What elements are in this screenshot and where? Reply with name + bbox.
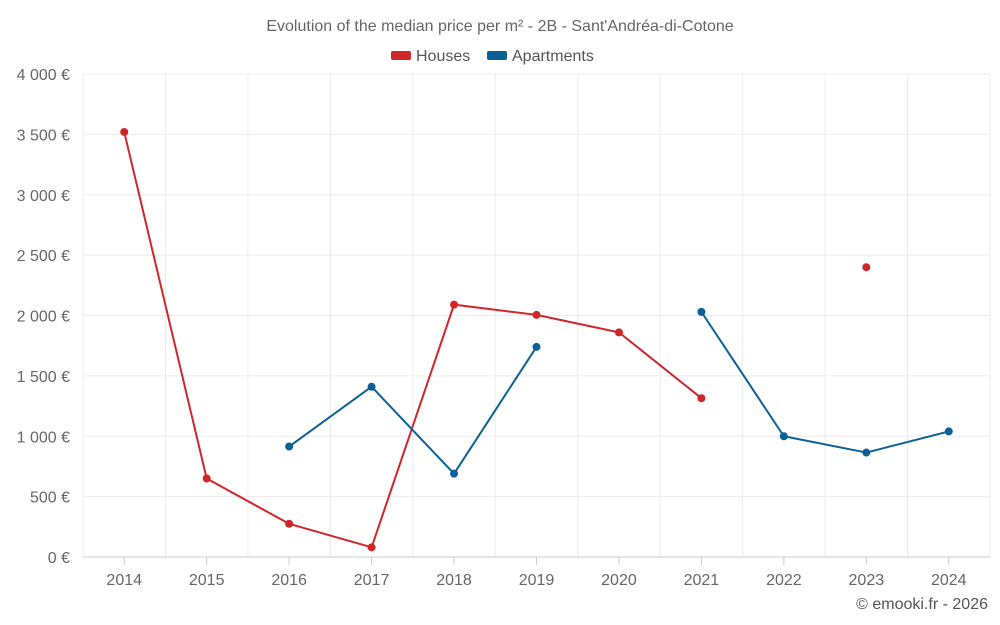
data-point-apartments[interactable] xyxy=(532,342,541,351)
x-tick-label: 2018 xyxy=(436,572,472,589)
data-point-apartments[interactable] xyxy=(367,382,376,391)
x-tick-label: 2022 xyxy=(766,572,802,589)
y-tick-label: 0 € xyxy=(48,550,70,567)
x-tick-label: 2019 xyxy=(519,572,555,589)
y-tick-label: 1 500 € xyxy=(17,369,70,386)
y-tick-label: 3 000 € xyxy=(17,188,70,205)
legend-swatch-houses xyxy=(391,51,411,60)
legend-label-apartments: Apartments xyxy=(512,48,594,65)
x-tick-label: 2024 xyxy=(931,572,967,589)
data-point-apartments[interactable] xyxy=(285,442,294,451)
series-line-houses xyxy=(123,131,703,549)
y-axis: 0 € 500 € 1 000 € 1 500 € 2 000 € 2 500 € 3 00… xyxy=(17,67,70,567)
series-apartments xyxy=(285,307,953,478)
series-houses xyxy=(120,127,871,552)
legend: Houses Apartments xyxy=(391,48,594,65)
data-point-houses[interactable] xyxy=(862,263,871,272)
x-tick-label: 2020 xyxy=(601,572,637,589)
x-axis: 2014 2015 2016 2017 2018 2019 2020 2021 2022 2023… xyxy=(83,556,990,589)
y-tick-label: 4 000 € xyxy=(17,67,70,84)
data-point-houses[interactable] xyxy=(285,519,294,528)
data-point-apartments[interactable] xyxy=(944,427,953,436)
chart-title: Evolution of the median price per m² - 2… xyxy=(266,18,733,35)
data-point-apartments[interactable] xyxy=(450,469,459,478)
legend-swatch-apartments xyxy=(487,51,507,60)
x-tick-label: 2014 xyxy=(106,572,142,589)
legend-item-apartments[interactable]: Apartments xyxy=(487,48,594,65)
x-tick-label: 2021 xyxy=(684,572,720,589)
data-point-houses[interactable] xyxy=(697,394,706,403)
data-point-houses[interactable] xyxy=(450,300,459,309)
y-tick-label: 2 000 € xyxy=(17,309,70,326)
legend-item-houses[interactable]: Houses xyxy=(391,48,470,65)
data-point-houses[interactable] xyxy=(614,328,623,337)
data-point-apartments[interactable] xyxy=(697,307,706,316)
x-tick-label: 2016 xyxy=(271,572,307,589)
legend-label-houses: Houses xyxy=(416,48,470,65)
y-tick-label: 3 500 € xyxy=(17,127,70,144)
data-point-houses[interactable] xyxy=(367,543,376,552)
grid xyxy=(82,73,991,557)
x-tick-label: 2017 xyxy=(354,572,390,589)
data-point-houses[interactable] xyxy=(202,474,211,483)
y-tick-label: 500 € xyxy=(30,490,70,507)
data-point-apartments[interactable] xyxy=(779,432,788,441)
series-line-apartments xyxy=(288,346,538,475)
series-line-apartments xyxy=(700,311,950,454)
y-tick-label: 2 500 € xyxy=(17,248,70,265)
series-layer xyxy=(120,127,953,552)
y-tick-label: 1 000 € xyxy=(17,429,70,446)
x-tick-label: 2015 xyxy=(189,572,225,589)
x-tick-label: 2023 xyxy=(849,572,885,589)
data-point-houses[interactable] xyxy=(532,310,541,319)
credit: © emooki.fr - 2026 xyxy=(856,596,988,613)
data-point-apartments[interactable] xyxy=(862,448,871,457)
data-point-houses[interactable] xyxy=(120,127,129,136)
